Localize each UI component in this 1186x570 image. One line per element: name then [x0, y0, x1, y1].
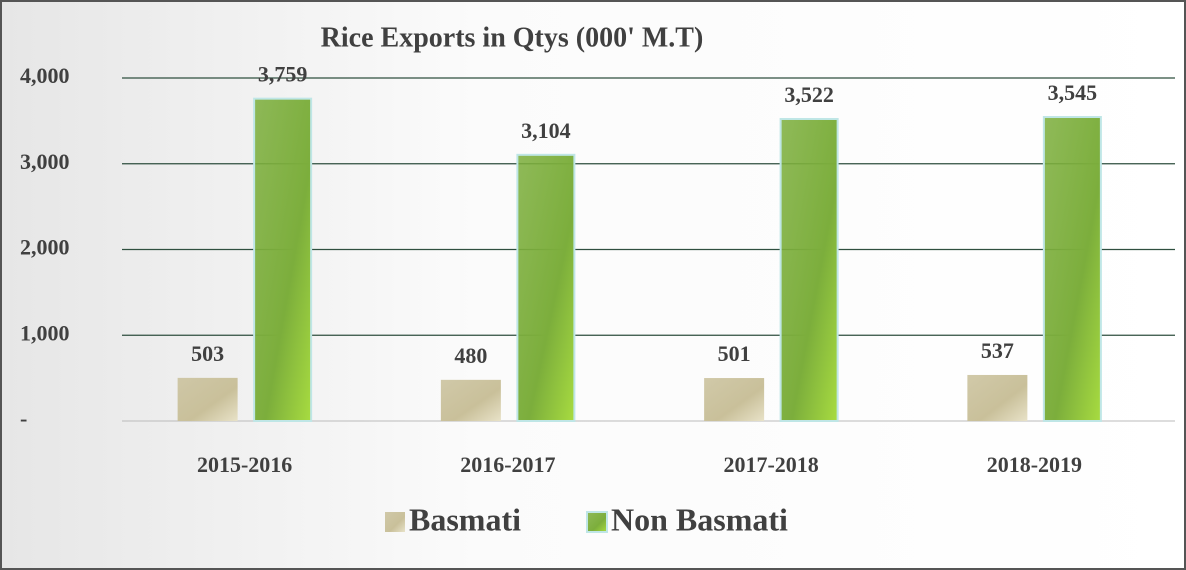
bar: [253, 97, 313, 423]
value-label: 480: [454, 343, 487, 368]
legend-swatch: [586, 511, 608, 533]
x-tick-label: 2015-2016: [197, 452, 292, 477]
bar: [177, 377, 238, 421]
value-label: 537: [981, 338, 1014, 363]
value-label: 503: [191, 341, 224, 366]
bar: [1042, 116, 1102, 423]
legend-label: Non Basmati: [611, 501, 788, 537]
bar: [440, 379, 501, 421]
y-tick-label: -: [20, 406, 27, 431]
y-tick-label: 2,000: [20, 235, 70, 260]
legend-swatch: [385, 512, 405, 532]
value-label: 501: [718, 341, 751, 366]
x-tick-label: 2016-2017: [460, 452, 555, 477]
value-label: 3,759: [258, 62, 308, 87]
y-tick-label: 1,000: [20, 320, 70, 345]
value-label: 3,545: [1048, 80, 1098, 105]
bar: [704, 378, 765, 421]
value-label: 3,522: [784, 82, 834, 107]
bar: [516, 153, 576, 422]
x-tick-label: 2018-2019: [987, 452, 1082, 477]
y-tick-label: 4,000: [20, 63, 70, 88]
bar: [779, 117, 839, 423]
value-label: 3,104: [521, 118, 571, 143]
y-tick-label: 3,000: [20, 149, 70, 174]
chart-title: Rice Exports in Qtys (000' M.T): [321, 22, 704, 53]
x-tick-label: 2017-2018: [723, 452, 818, 477]
bar: [967, 374, 1028, 421]
legend-label: Basmati: [409, 501, 521, 537]
